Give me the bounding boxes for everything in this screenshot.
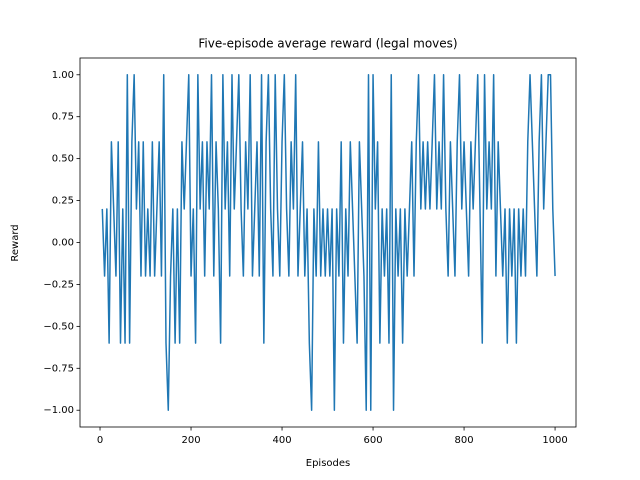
y-tick-label: −0.75 xyxy=(43,363,74,374)
y-axis-label: Reward xyxy=(10,224,21,261)
chart-title: Five-episode average reward (legal moves… xyxy=(198,37,457,51)
y-tick-label: −0.50 xyxy=(43,321,74,332)
x-axis-label: Episodes xyxy=(306,458,350,469)
y-tick-label: 0.75 xyxy=(52,112,74,123)
x-tick-label: 800 xyxy=(455,435,474,446)
y-tick-label: 0.25 xyxy=(52,196,74,207)
x-tick-label: 0 xyxy=(97,435,103,446)
x-tick-label: 400 xyxy=(272,435,291,446)
y-tick-label: 0.50 xyxy=(52,154,74,165)
y-tick-label: −1.00 xyxy=(43,405,74,416)
y-tick-label: −0.25 xyxy=(43,279,74,290)
x-tick-label: 1000 xyxy=(542,435,567,446)
x-tick-label: 600 xyxy=(364,435,383,446)
x-tick-label: 200 xyxy=(181,435,200,446)
y-tick-label: 1.00 xyxy=(52,70,74,81)
series-line xyxy=(101,74,556,411)
y-tick-label: 0.00 xyxy=(52,238,74,249)
